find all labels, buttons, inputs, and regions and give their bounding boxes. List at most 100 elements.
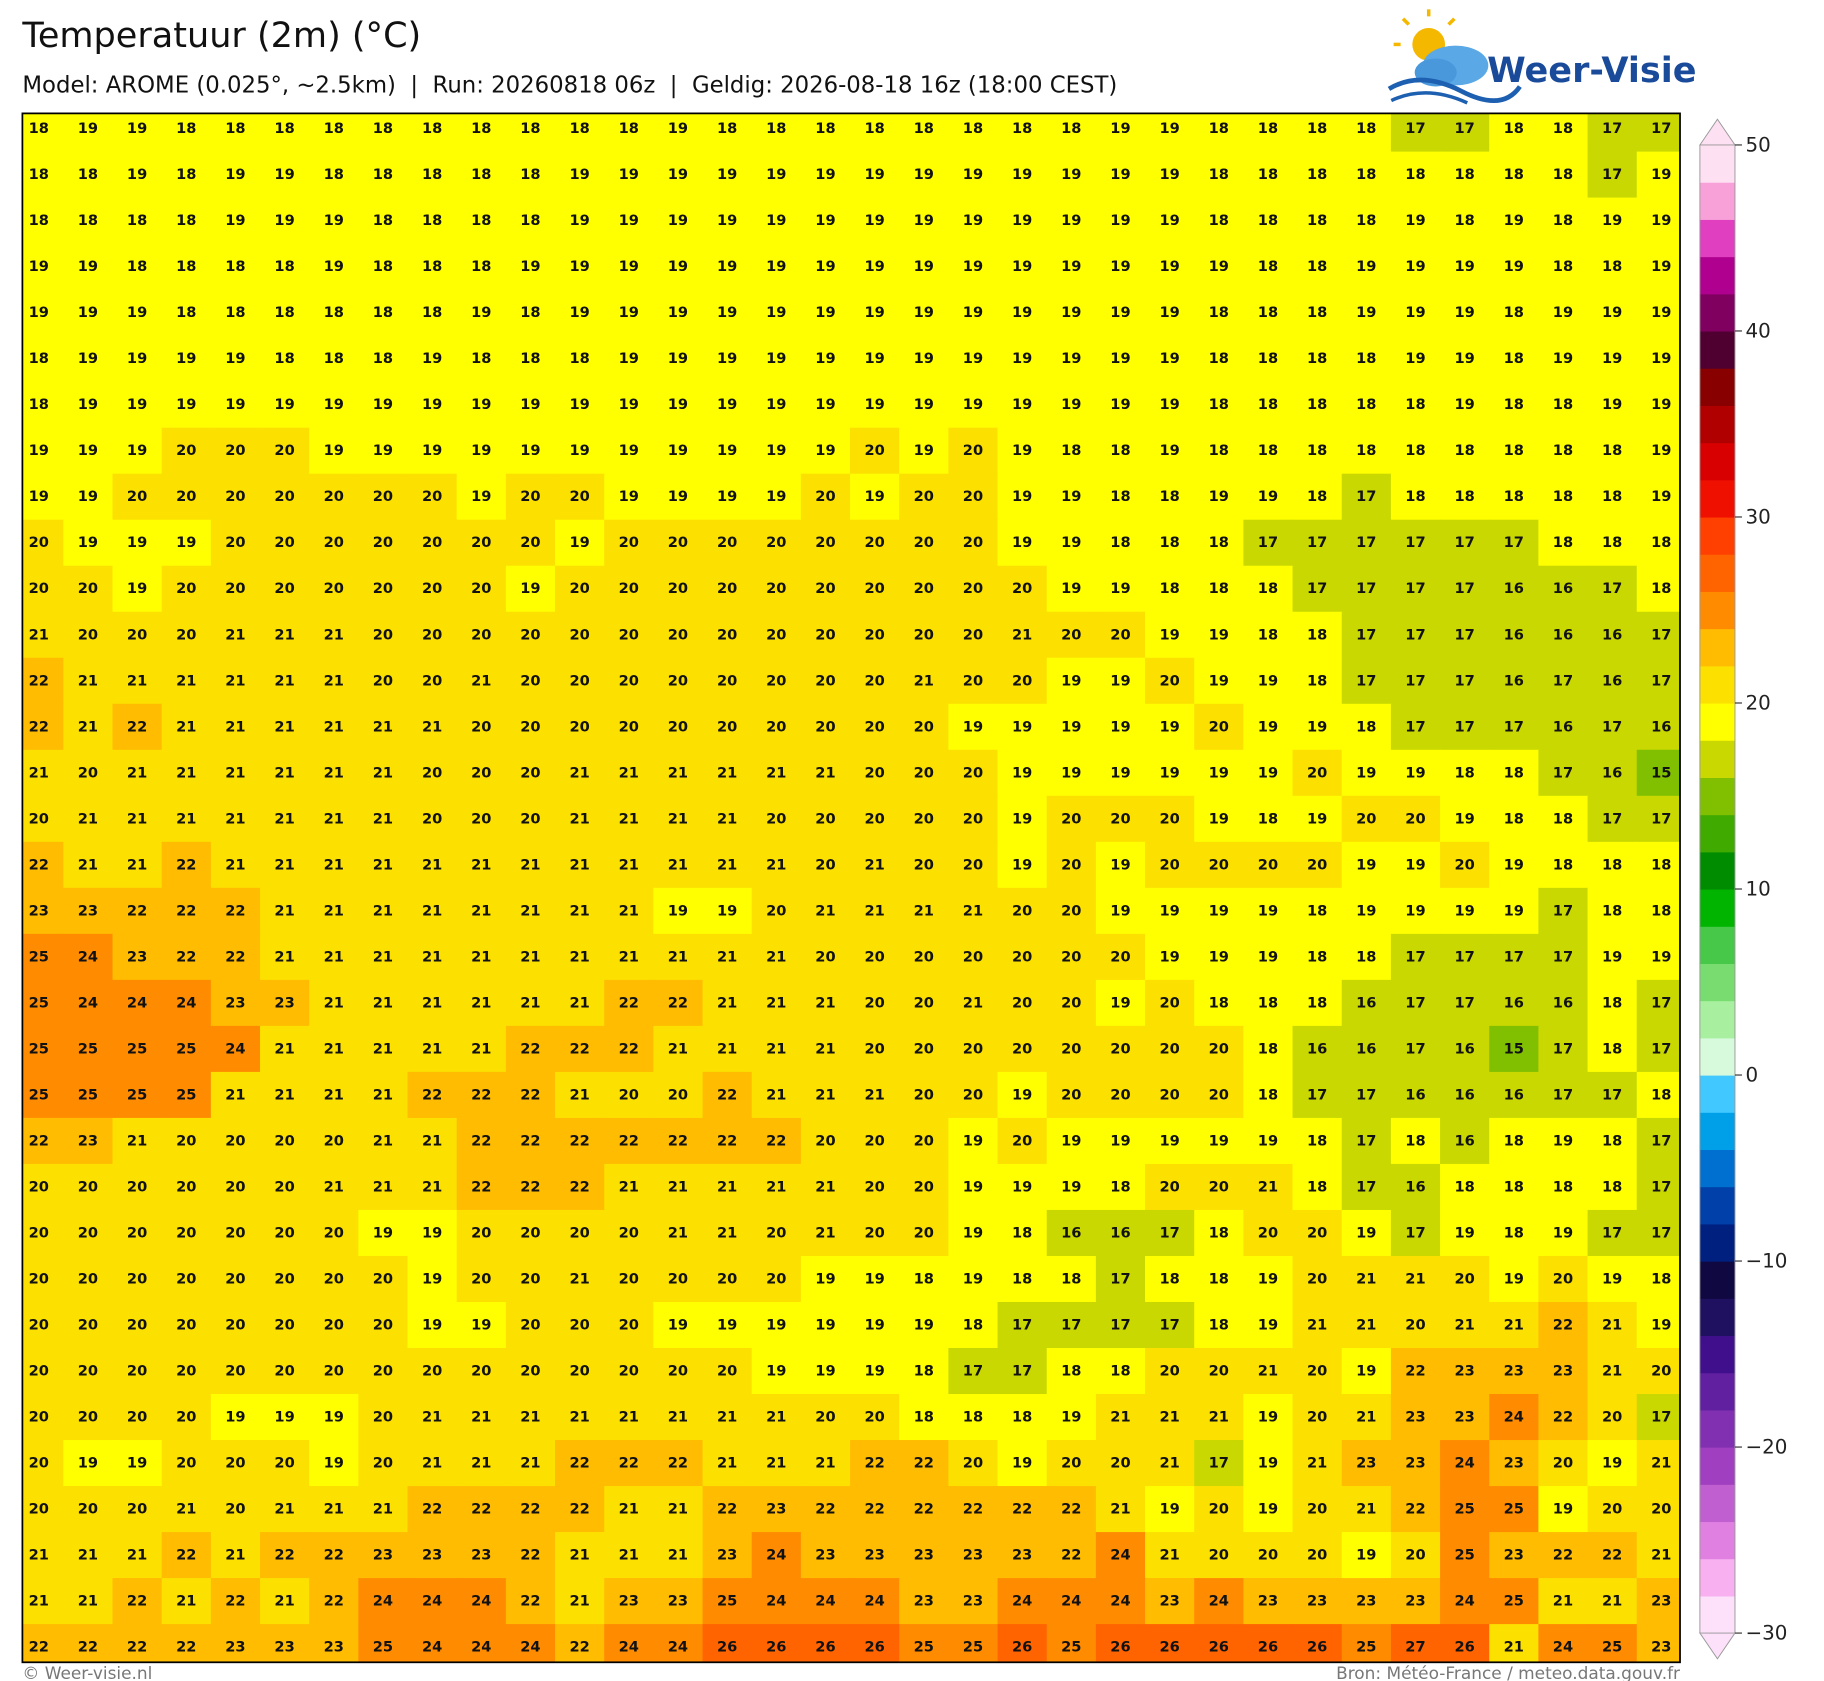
- temperature-label: 24: [1012, 1593, 1032, 1610]
- temperature-cell: [604, 151, 655, 199]
- temperature-cell: [948, 1394, 999, 1441]
- temperature-cell: [1194, 979, 1245, 1027]
- temperature-label: 19: [1110, 718, 1130, 735]
- temperature-cell: [63, 1301, 114, 1349]
- temperature-label: 19: [127, 396, 147, 413]
- temperature-cell: [210, 197, 261, 245]
- temperature-label: 24: [78, 994, 98, 1011]
- temperature-cell: [555, 151, 605, 199]
- temperature-label: 19: [422, 1270, 442, 1287]
- temperature-label: 18: [225, 258, 245, 275]
- temperature-cell: [702, 657, 753, 705]
- temperature-cell: [604, 1347, 655, 1395]
- temperature-cell: [63, 427, 114, 475]
- temperature-label: 25: [176, 1086, 196, 1103]
- temperature-label: 19: [864, 258, 884, 275]
- temperature-label: 20: [176, 1455, 196, 1472]
- temperature-label: 19: [815, 304, 835, 321]
- temperature-label: 21: [225, 764, 245, 781]
- temperature-cell: [161, 1394, 212, 1441]
- temperature-cell: [161, 427, 212, 475]
- temperature-cell: [751, 335, 802, 383]
- temperature-cell: [161, 565, 212, 613]
- temperature-cell: [1145, 1347, 1195, 1395]
- temperature-label: 24: [1454, 1455, 1474, 1472]
- temperature-cell: [63, 1163, 114, 1211]
- temperature-label: 20: [78, 626, 98, 643]
- temperature-cell: [161, 289, 212, 337]
- temperature-cell: [1243, 841, 1294, 889]
- temperature-label: 18: [1504, 1224, 1524, 1241]
- temperature-label: 19: [619, 258, 639, 275]
- temperature-cell: [407, 519, 458, 567]
- temperature-label: 21: [864, 856, 884, 873]
- temperature-label: 21: [373, 718, 393, 735]
- temperature-label: 20: [766, 1270, 786, 1287]
- temperature-cell: [1538, 381, 1589, 429]
- temperature-label: 20: [1307, 1409, 1327, 1426]
- temperature-label: 18: [1454, 488, 1474, 505]
- temperature-cell: [1538, 243, 1589, 291]
- temperature-cell: [1390, 933, 1441, 981]
- temperature-cell: [1145, 289, 1195, 337]
- temperature-cell: [260, 841, 310, 889]
- temperature-cell: [1440, 113, 1490, 153]
- temperature-label: 17: [1110, 1316, 1130, 1333]
- temperature-label: 20: [1307, 1547, 1327, 1564]
- temperature-cell: [948, 1209, 999, 1257]
- temperature-cell: [1440, 795, 1490, 843]
- temperature-cell: [358, 565, 409, 613]
- temperature-cell: [22, 381, 65, 429]
- temperature-label: 21: [422, 1409, 442, 1426]
- logo-icon: [1387, 9, 1522, 105]
- temperature-label: 20: [373, 1455, 393, 1472]
- temperature-cell: [555, 1255, 605, 1303]
- temperature-cell: [899, 1255, 950, 1303]
- temperature-cell: [407, 1163, 458, 1211]
- colorbar-segment: [1699, 963, 1735, 1002]
- temperature-cell: [456, 1347, 507, 1395]
- temperature-cell: [997, 1209, 1048, 1257]
- temperature-cell: [309, 197, 360, 245]
- temperature-label: 20: [815, 488, 835, 505]
- temperature-cell: [456, 289, 507, 337]
- temperature-cell: [1390, 611, 1441, 659]
- temperature-label: 21: [225, 672, 245, 689]
- temperature-label: 21: [1504, 1639, 1524, 1656]
- temperature-cell: [1145, 1071, 1195, 1119]
- temperature-label: 20: [914, 580, 934, 597]
- temperature-cell: [653, 1117, 704, 1165]
- temperature-label: 20: [864, 718, 884, 735]
- temperature-cell: [1636, 795, 1681, 843]
- temperature-label: 20: [668, 534, 688, 551]
- temperature-label: 17: [1651, 120, 1671, 137]
- temperature-label: 18: [274, 350, 294, 367]
- colorbar-segment: [1699, 1112, 1735, 1151]
- temperature-label: 21: [569, 764, 589, 781]
- temperature-cell: [948, 1440, 999, 1487]
- temperature-label: 20: [668, 672, 688, 689]
- temperature-label: 20: [914, 994, 934, 1011]
- temperature-cell: [22, 1117, 65, 1165]
- colorbar-segment: [1699, 1484, 1735, 1523]
- temperature-label: 21: [373, 1040, 393, 1057]
- colorbar-extend-top: [1699, 118, 1736, 146]
- temperature-cell: [604, 657, 655, 705]
- temperature-cell: [751, 749, 802, 797]
- temperature-label: 19: [225, 350, 245, 367]
- temperature-cell: [161, 887, 212, 935]
- temperature-cell: [456, 841, 507, 889]
- temperature-cell: [358, 1347, 409, 1395]
- temperature-label: 19: [422, 1316, 442, 1333]
- temperature-label: 20: [815, 534, 835, 551]
- temperature-cell: [505, 289, 556, 337]
- temperature-label: 20: [864, 442, 884, 459]
- temperature-label: 20: [1307, 1363, 1327, 1380]
- temperature-cell: [1046, 1117, 1097, 1165]
- temperature-cell: [112, 1025, 163, 1073]
- temperature-label: 18: [1454, 764, 1474, 781]
- temperature-cell: [800, 749, 851, 797]
- temperature-cell: [210, 841, 261, 889]
- temperature-cell: [850, 657, 900, 705]
- temperature-label: 18: [1012, 1270, 1032, 1287]
